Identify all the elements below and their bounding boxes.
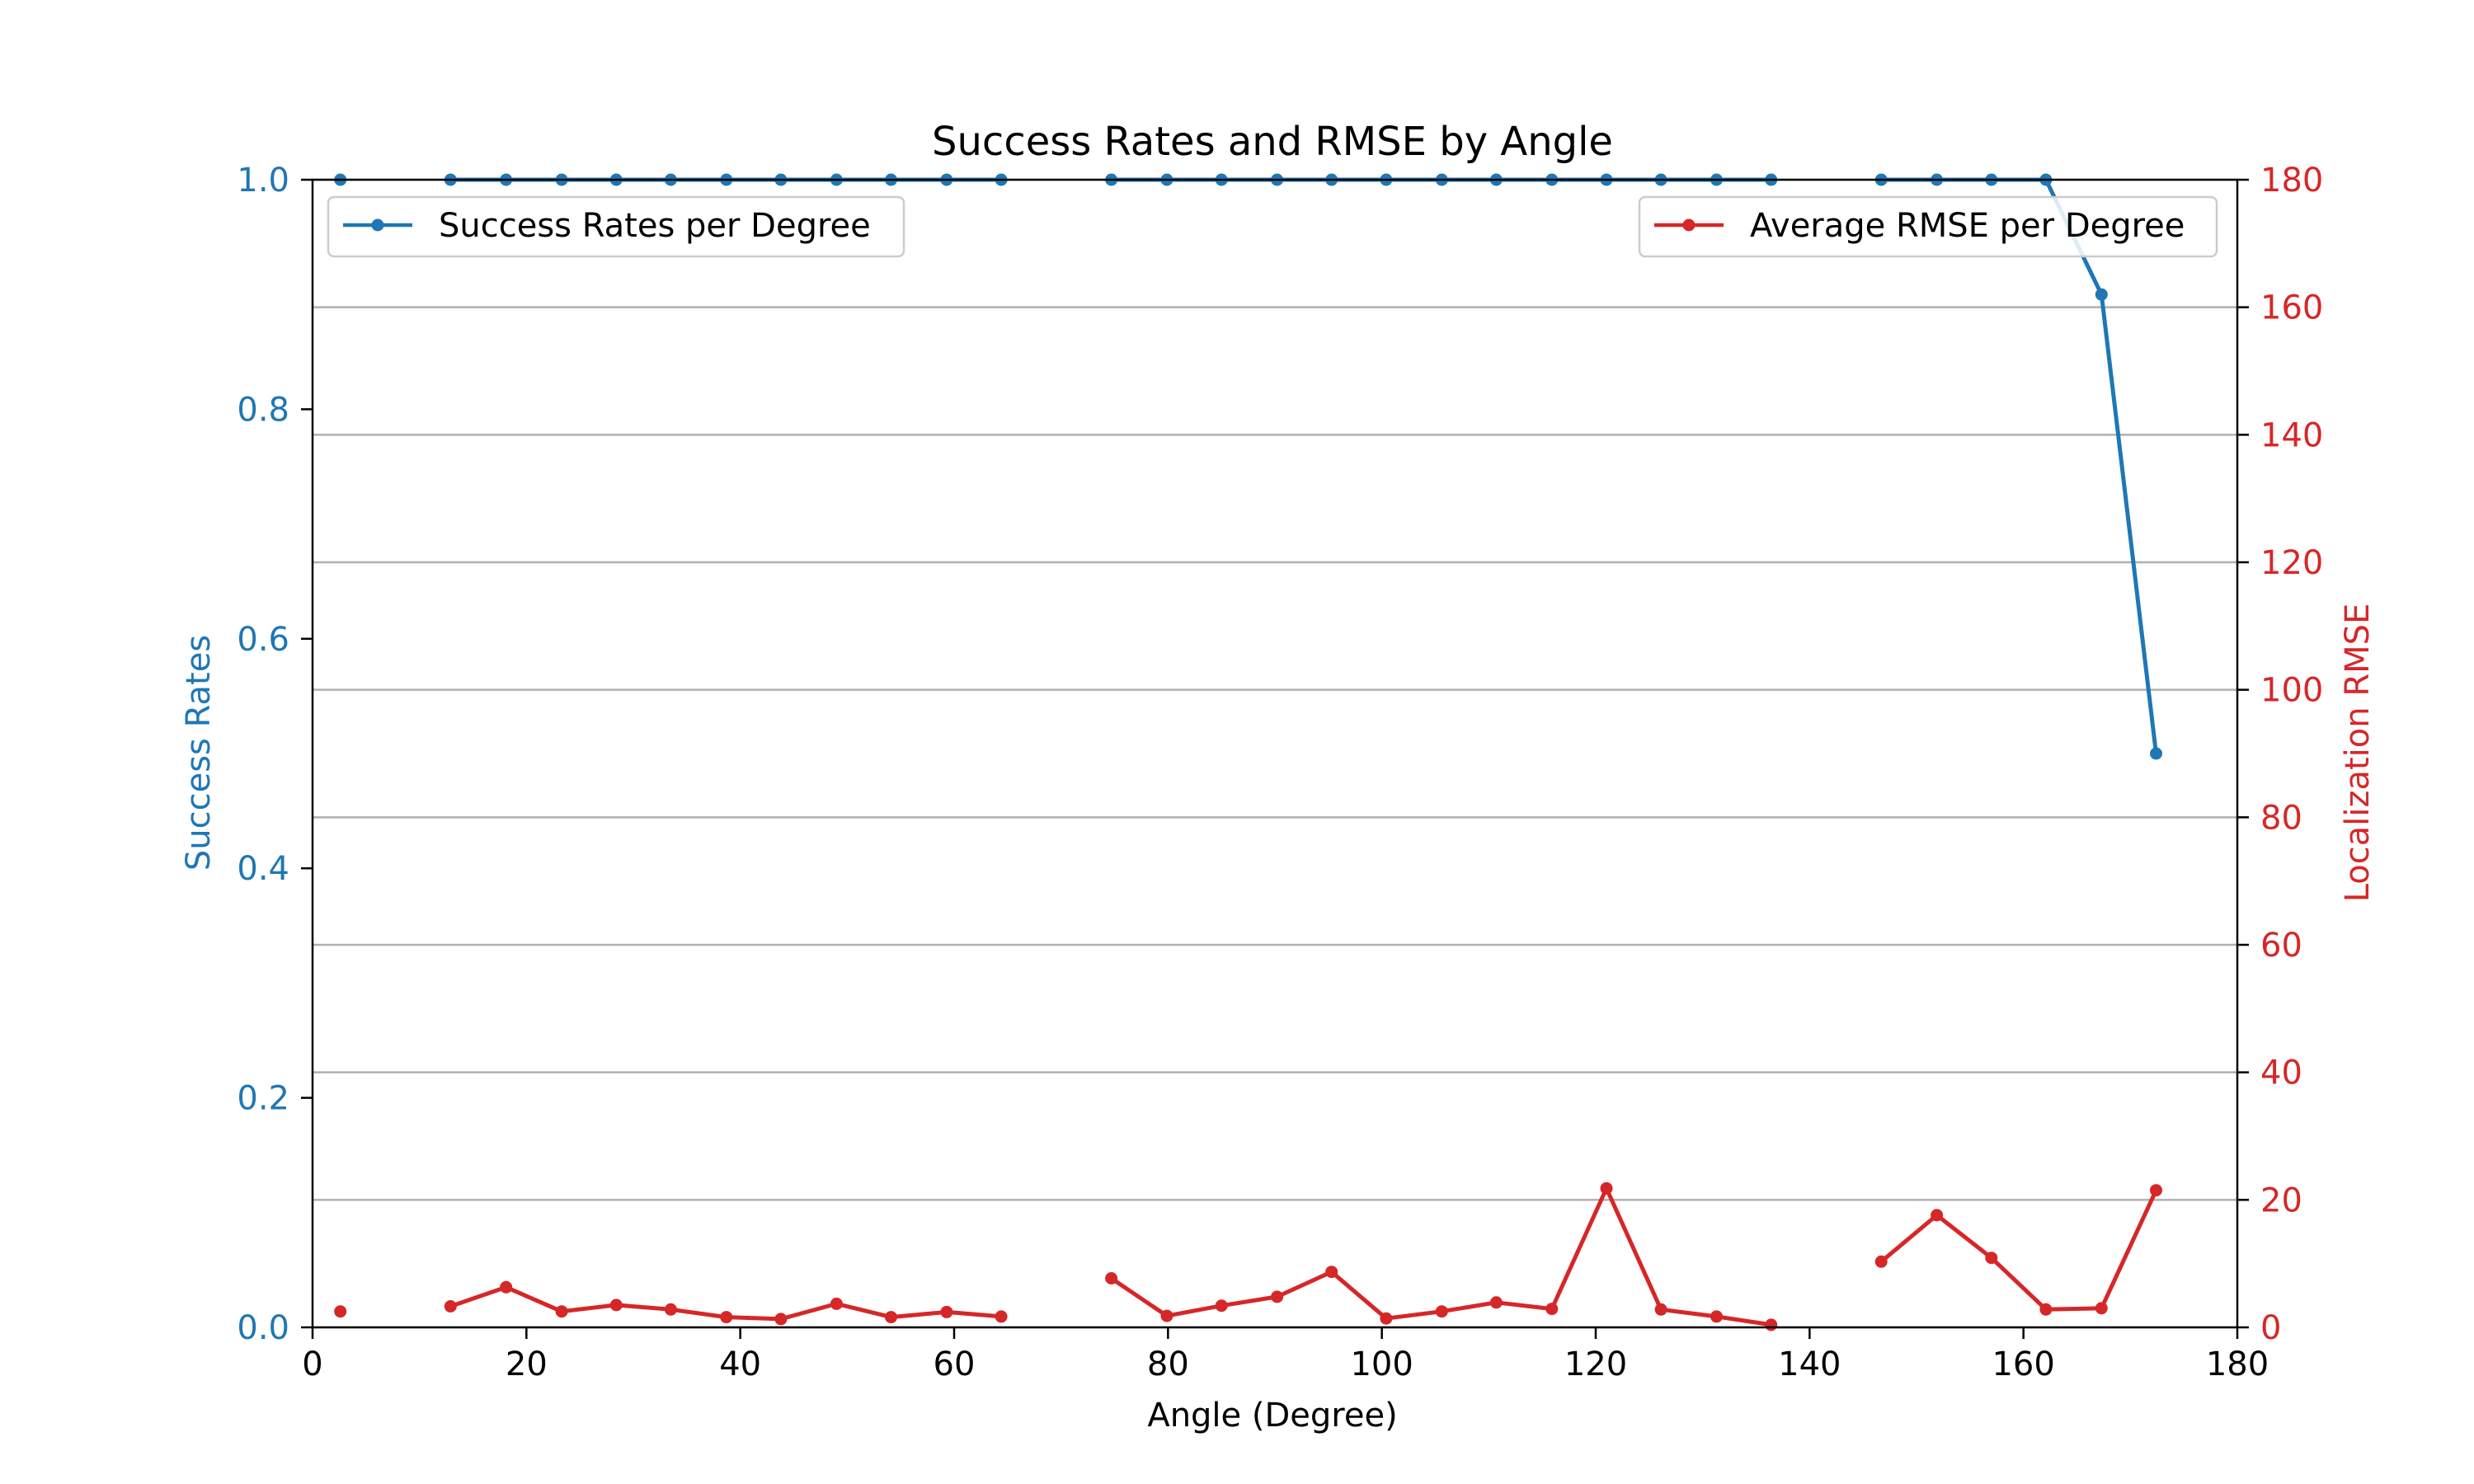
right-tick-label: 80 — [2260, 799, 2302, 837]
rmse-point — [1435, 1305, 1448, 1318]
right-tick-label: 160 — [2260, 289, 2323, 327]
x-tick-label: 0 — [302, 1345, 322, 1383]
right-tick-label: 0 — [2260, 1309, 2281, 1347]
rmse-point — [995, 1310, 1008, 1323]
right-axis-label: Localization RMSE — [2339, 603, 2377, 903]
left-tick-label: 0.8 — [237, 391, 289, 429]
x-tick-label: 140 — [1778, 1345, 1841, 1383]
left-tick-label: 0.4 — [237, 850, 289, 888]
right-tick-label: 140 — [2260, 416, 2323, 454]
left-tick-label: 1.0 — [237, 162, 289, 200]
rmse-line — [1879, 1189, 2158, 1312]
rmse-point — [609, 1298, 623, 1312]
series-layer — [334, 173, 2162, 1331]
x-tick-label: 80 — [1147, 1345, 1189, 1383]
right-tick-label: 120 — [2260, 544, 2323, 582]
rmse-point — [1874, 1255, 1888, 1268]
success-rate-point — [2095, 288, 2108, 301]
rmse-point — [940, 1305, 953, 1318]
rmse-point — [444, 1300, 457, 1313]
rmse-point — [1654, 1303, 1667, 1316]
legend-dot-marker — [371, 218, 384, 232]
rmse-point — [1380, 1312, 1393, 1325]
rmse-point — [1710, 1310, 1723, 1323]
rmse-point — [885, 1311, 897, 1324]
x-axis-label: Angle (Degree) — [1147, 1397, 1397, 1435]
plot-frame — [311, 178, 2239, 1329]
rmse-point — [830, 1297, 843, 1310]
left-tick-label: 0.2 — [237, 1080, 289, 1118]
x-tick-label: 60 — [934, 1345, 976, 1383]
left-tick-label: 0.0 — [237, 1309, 289, 1347]
right-tick-label: 100 — [2260, 672, 2323, 710]
rmse-point — [334, 1305, 347, 1318]
chart-title: Success Rates and RMSE by Angle — [932, 119, 1613, 165]
right-tick-label: 180 — [2260, 162, 2323, 200]
legend-success-rates: Success Rates per Degree — [327, 195, 905, 258]
series-rmse — [334, 1181, 2162, 1331]
rmse-point — [1489, 1296, 1503, 1309]
right-tick-label: 20 — [2260, 1181, 2302, 1219]
legend-box — [327, 195, 905, 258]
rmse-point — [1325, 1266, 1338, 1279]
x-tick-label: 180 — [2206, 1345, 2269, 1383]
left-axis-label: Success Rates — [180, 635, 218, 871]
legend-label: Success Rates per Degree — [439, 207, 871, 245]
axes: 0 20 40 60 80 100 120 140 160 180 0.0 0.2 0.4 0.6 0.8 1… — [237, 162, 2323, 1383]
x-tick-label: 20 — [506, 1345, 548, 1383]
rmse-point — [555, 1305, 568, 1318]
rmse-point — [1765, 1318, 1778, 1331]
legend-label: Average RMSE per Degree — [1750, 207, 2185, 245]
right-tick-label: 60 — [2260, 927, 2302, 965]
rmse-point — [1931, 1209, 1944, 1222]
right-tick-label: 40 — [2260, 1054, 2302, 1092]
left-tick-label: 0.6 — [237, 621, 289, 659]
legend-box — [1638, 195, 2218, 258]
rmse-point — [2039, 1303, 2053, 1316]
rmse-point — [720, 1311, 733, 1324]
x-tick-label: 40 — [719, 1345, 761, 1383]
rmse-point — [1160, 1309, 1174, 1322]
rmse-point — [774, 1313, 788, 1326]
rmse-point — [500, 1280, 513, 1294]
success-rate-point — [2150, 747, 2162, 760]
legend-dot-marker — [1682, 218, 1696, 232]
x-tick-label: 100 — [1350, 1345, 1413, 1383]
rmse-point — [664, 1303, 677, 1316]
legend-average-rmse: Average RMSE per Degree — [1638, 195, 2218, 258]
x-tick-label: 160 — [1992, 1345, 2054, 1383]
rmse-point — [1600, 1181, 1613, 1195]
rmse-point — [1985, 1252, 1998, 1265]
rmse-point — [1271, 1290, 1284, 1303]
rmse-point — [1545, 1303, 1559, 1316]
rmse-point — [2095, 1302, 2108, 1315]
x-tick-label: 120 — [1564, 1345, 1627, 1383]
rmse-point — [1105, 1272, 1118, 1284]
rmse-point — [1215, 1299, 1228, 1313]
rmse-point — [2150, 1184, 2162, 1197]
